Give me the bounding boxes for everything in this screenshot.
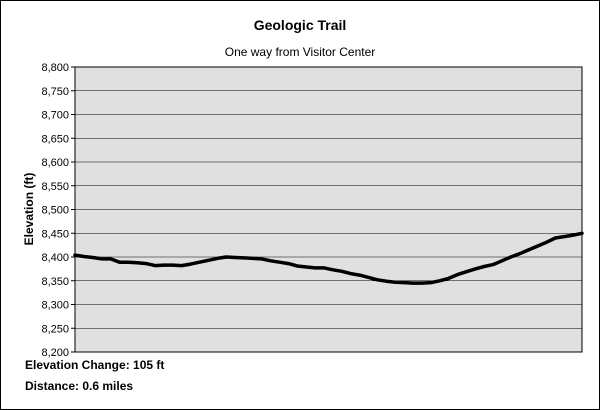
y-tick-label: 8,800	[41, 62, 69, 74]
y-axis: 8,200 8,250 8,300 8,350 8,400 8,450 8,500 8,550…	[41, 62, 75, 359]
y-tick-label: 8,550	[41, 181, 69, 193]
chart-subtitle: One way from Visitor Center	[224, 45, 376, 59]
y-tick-label: 8,500	[41, 205, 69, 217]
y-tick-label: 8,300	[41, 300, 69, 312]
distance-note: Distance: 0.6 miles	[25, 379, 134, 393]
y-tick-label: 8,600	[41, 157, 69, 169]
y-tick-label: 8,650	[41, 133, 69, 145]
elevation-change-note: Elevation Change: 105 ft	[25, 358, 165, 372]
y-tick-label: 8,450	[41, 228, 69, 240]
y-axis-title: Elevation (ft)	[22, 173, 36, 246]
y-tick-label: 8,400	[41, 252, 69, 264]
y-tick-label: 8,200	[41, 347, 69, 359]
y-tick-label: 8,250	[41, 323, 69, 335]
grid-lines	[75, 90, 582, 329]
y-tick-label: 8,700	[41, 110, 69, 122]
y-tick-label: 8,750	[41, 86, 69, 98]
chart-title: Geologic Trail	[253, 17, 347, 33]
series-line	[73, 231, 584, 285]
y-tick-label: 8,350	[41, 276, 69, 288]
